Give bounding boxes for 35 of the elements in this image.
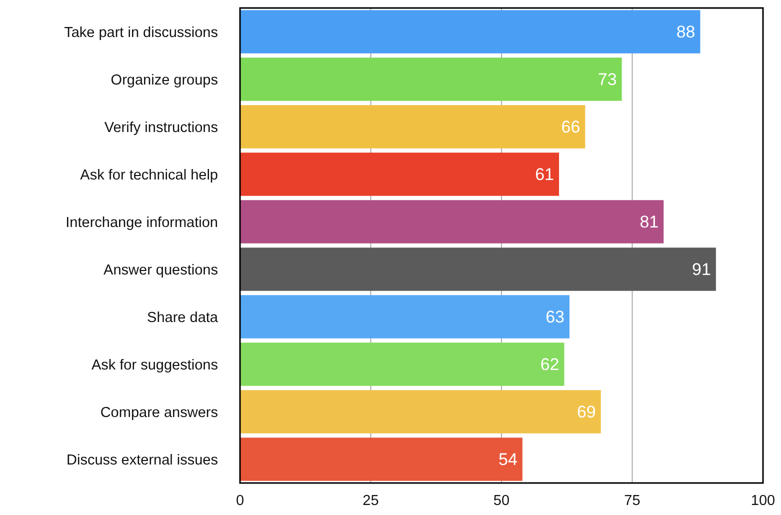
data-label: 66 — [561, 118, 580, 137]
bar — [240, 10, 700, 54]
y-tick-label: Ask for technical help — [80, 167, 218, 184]
x-tick-label: 25 — [362, 493, 379, 509]
x-tick-label: 75 — [624, 493, 640, 509]
data-label: 54 — [498, 450, 518, 470]
bar — [240, 58, 622, 101]
y-tick-label: Discuss external issues — [66, 452, 218, 468]
y-tick-label: Compare answers — [100, 404, 218, 421]
bar — [240, 200, 664, 244]
x-tick-label: 100 — [750, 493, 776, 509]
data-label: 81 — [640, 212, 659, 232]
bar — [240, 105, 586, 148]
x-tick-label: 50 — [493, 493, 510, 509]
y-tick-label: Verify instructions — [104, 120, 218, 136]
y-tick-label: Ask for suggestions — [91, 357, 218, 374]
data-label: 91 — [692, 260, 711, 280]
data-label: 69 — [576, 402, 596, 422]
data-label: 62 — [540, 355, 560, 374]
y-tick-label: Take part in discussions — [64, 24, 218, 41]
bar — [240, 295, 570, 338]
bar — [240, 390, 601, 434]
y-tick-label: Share data — [147, 310, 219, 326]
y-tick-label: Answer questions — [104, 262, 218, 278]
x-tick-label: 0 — [236, 493, 244, 509]
bar — [240, 438, 522, 481]
data-label: 88 — [676, 22, 696, 42]
y-tick-label: Interchange information — [66, 214, 218, 231]
data-label: 61 — [535, 165, 554, 184]
data-label: 63 — [546, 308, 564, 327]
bar — [240, 342, 564, 386]
bar — [240, 152, 560, 196]
bar — [240, 248, 716, 291]
data-label: 73 — [598, 70, 617, 90]
y-tick-label: Organize groups — [110, 72, 218, 88]
